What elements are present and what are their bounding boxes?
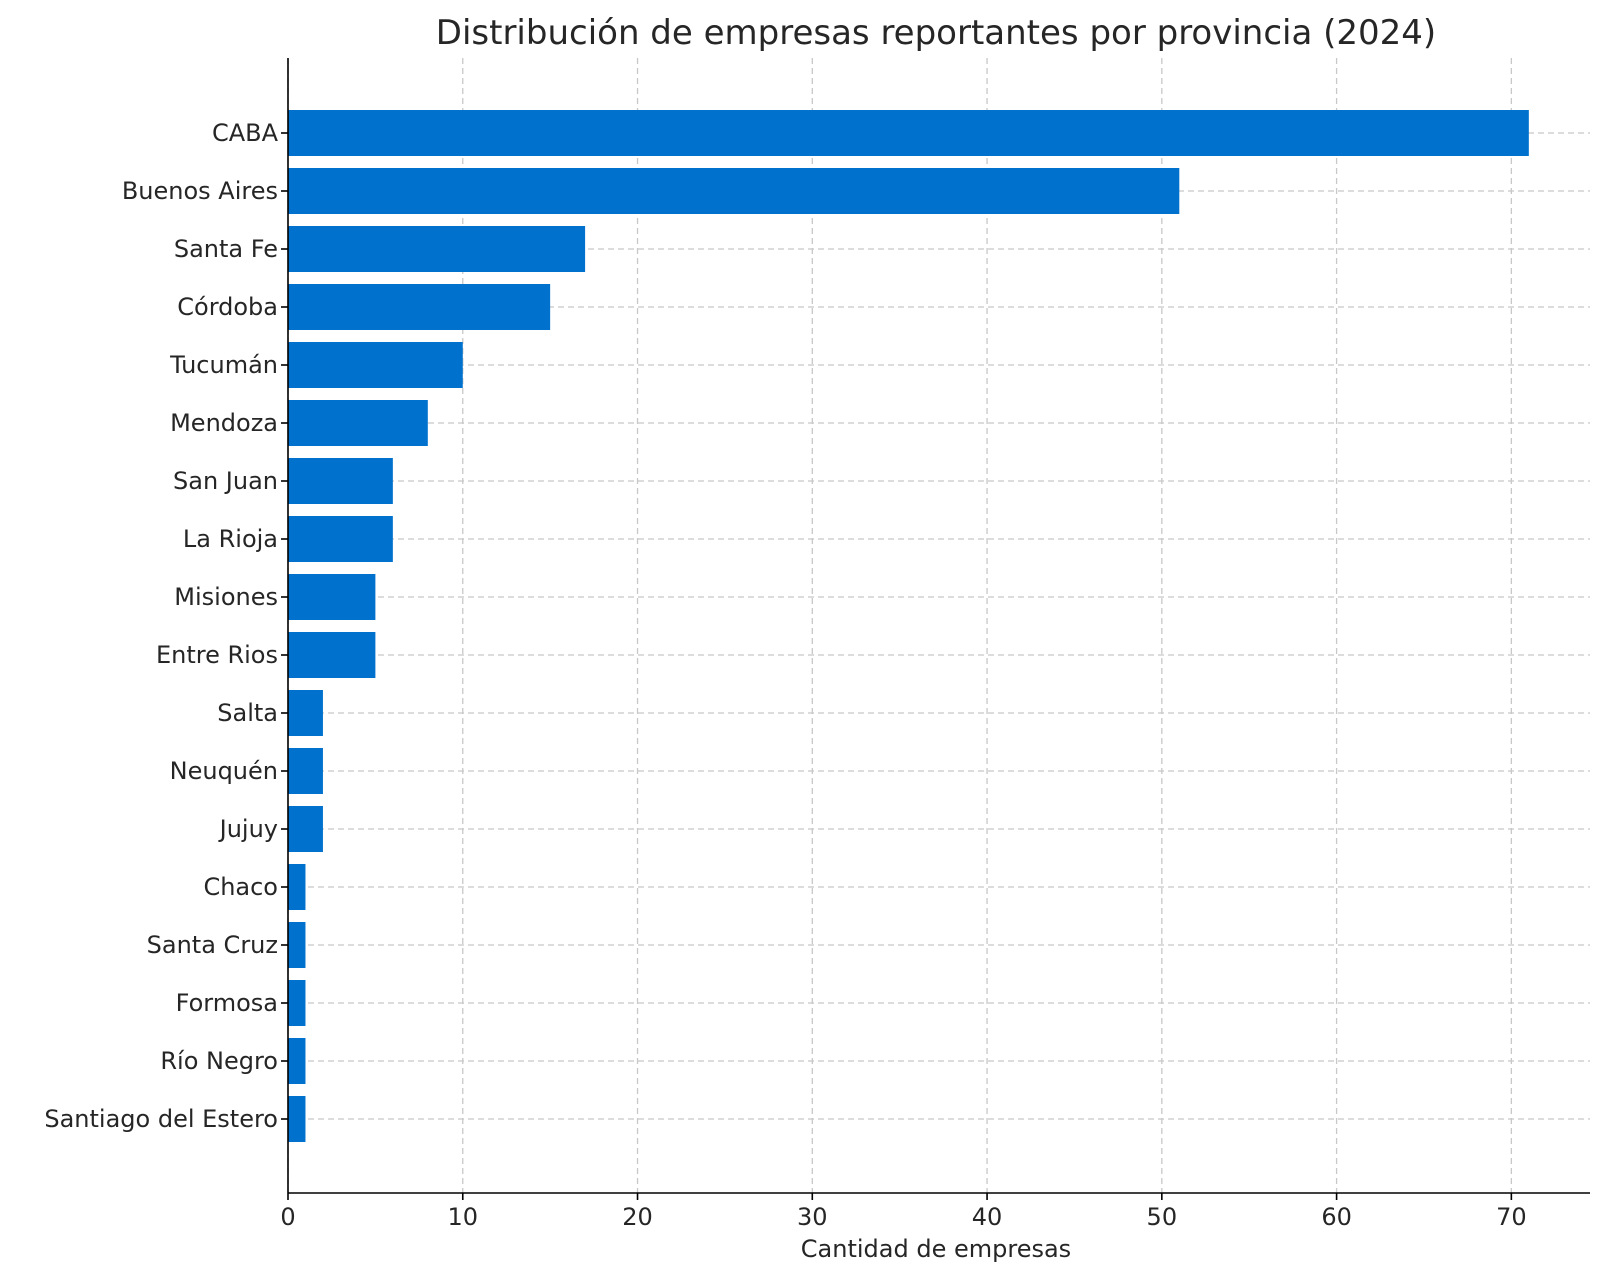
y-tick-label: Río Negro	[160, 1047, 278, 1075]
bar-san-juan	[288, 458, 393, 504]
chart-title: Distribución de empresas reportantes por…	[436, 13, 1436, 53]
bar-santa-cruz	[288, 922, 306, 968]
x-tick-label: 70	[1496, 1203, 1527, 1231]
bars-layer	[288, 110, 1529, 1142]
y-tick-label: Córdoba	[177, 293, 278, 321]
y-tick-label: San Juan	[173, 467, 278, 495]
grid-layer	[287, 58, 1590, 1193]
bar-formosa	[288, 980, 306, 1026]
y-tick-label: Neuquén	[170, 757, 278, 785]
x-tick-label: 20	[622, 1203, 653, 1231]
bar-chaco	[288, 864, 306, 910]
bar-la-rioja	[288, 516, 393, 562]
y-tick-label: Salta	[217, 699, 278, 727]
y-tick-label: Jujuy	[218, 815, 278, 843]
bar-caba	[288, 110, 1529, 156]
x-tick-label: 10	[447, 1203, 478, 1231]
bar-tucuman	[288, 342, 463, 388]
bar-cordoba	[288, 284, 551, 330]
y-tick-label: Buenos Aires	[122, 177, 278, 205]
bar-rio-negro	[288, 1038, 306, 1084]
y-tick-label: Chaco	[203, 873, 278, 901]
y-tick-label: CABA	[212, 119, 279, 147]
y-tick-label: Santiago del Estero	[44, 1105, 278, 1133]
bar-santa-fe	[288, 226, 586, 272]
axes-layer	[281, 58, 1590, 1200]
x-tick-label: 60	[1321, 1203, 1352, 1231]
y-tick-label: Tucumán	[169, 351, 278, 379]
y-tick-label: Formosa	[176, 989, 278, 1017]
y-tick-label: Misiones	[174, 583, 278, 611]
bar-entre-rios	[288, 632, 376, 678]
bar-buenos-aires	[288, 168, 1180, 214]
x-tick-label: 50	[1147, 1203, 1178, 1231]
y-tick-label: La Rioja	[183, 525, 278, 553]
bar-santiago-del-estero	[288, 1096, 306, 1142]
y-tick-label: Santa Cruz	[147, 931, 278, 959]
labels-layer: 0 10 20 30 40 50 60 70 CABA Buenos Aires Santa Fe C…	[44, 119, 1526, 1231]
bar-neuquen	[288, 748, 323, 794]
x-tick-label: 0	[280, 1203, 295, 1231]
bar-jujuy	[288, 806, 323, 852]
x-axis-label: Cantidad de empresas	[801, 1235, 1071, 1263]
y-tick-label: Mendoza	[170, 409, 278, 437]
bar-misiones	[288, 574, 376, 620]
y-tick-label: Entre Rios	[156, 641, 278, 669]
bar-mendoza	[288, 400, 428, 446]
x-tick-label: 40	[972, 1203, 1003, 1231]
y-tick-label: Santa Fe	[174, 235, 278, 263]
x-tick-label: 30	[797, 1203, 828, 1231]
bar-salta	[288, 690, 323, 736]
